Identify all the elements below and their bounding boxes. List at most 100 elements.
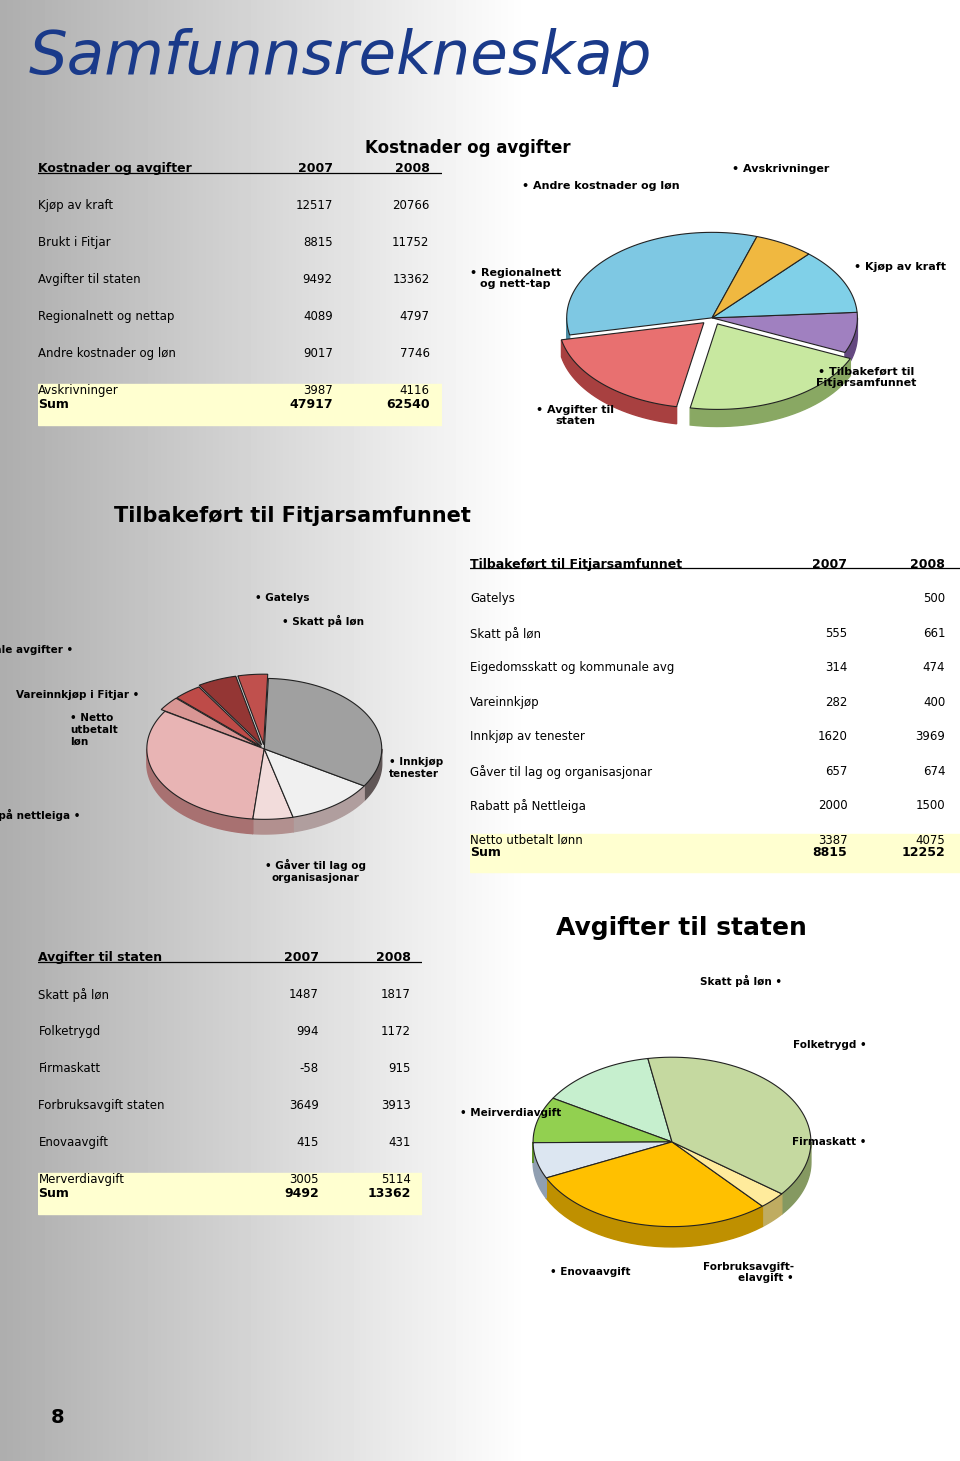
Text: 20766: 20766 bbox=[392, 199, 429, 212]
Text: • Andre kostnader og løn: • Andre kostnader og løn bbox=[522, 181, 680, 191]
Text: 3969: 3969 bbox=[916, 730, 946, 744]
Text: 12252: 12252 bbox=[901, 846, 946, 859]
Text: Kostnader og avgifter: Kostnader og avgifter bbox=[365, 139, 570, 158]
Text: 9492: 9492 bbox=[302, 273, 333, 286]
Text: 2008: 2008 bbox=[910, 558, 946, 571]
Text: 1487: 1487 bbox=[289, 988, 319, 1001]
Text: 474: 474 bbox=[923, 662, 946, 675]
Polygon shape bbox=[147, 749, 252, 834]
Text: Sum: Sum bbox=[38, 1186, 69, 1199]
Text: Brukt i Fitjar: Brukt i Fitjar bbox=[38, 237, 111, 248]
Text: Eigedomsskatt og  kommunale avgifter •: Eigedomsskatt og kommunale avgifter • bbox=[0, 646, 73, 656]
Text: 4116: 4116 bbox=[399, 384, 429, 397]
Text: 431: 431 bbox=[389, 1137, 411, 1148]
Text: Samfunnsrekneskap: Samfunnsrekneskap bbox=[29, 28, 652, 86]
Text: Avskrivninger: Avskrivninger bbox=[38, 384, 119, 397]
Text: Avgifter til staten: Avgifter til staten bbox=[38, 951, 162, 964]
Text: • Avskrivninger: • Avskrivninger bbox=[732, 164, 829, 174]
Text: Skatt på løn: Skatt på løn bbox=[470, 627, 541, 641]
Polygon shape bbox=[264, 749, 364, 817]
Text: 2008: 2008 bbox=[376, 951, 411, 964]
Text: • Meirverdiavgift: • Meirverdiavgift bbox=[460, 1107, 562, 1118]
Text: 915: 915 bbox=[389, 1062, 411, 1075]
Text: 415: 415 bbox=[297, 1137, 319, 1148]
Text: Folketrygd: Folketrygd bbox=[38, 1026, 101, 1037]
Text: Tilbakeført til Fitjarsamfunnet: Tilbakeført til Fitjarsamfunnet bbox=[470, 558, 683, 571]
Text: 3913: 3913 bbox=[381, 1099, 411, 1112]
Text: Sum: Sum bbox=[470, 846, 501, 859]
Polygon shape bbox=[781, 1143, 811, 1214]
Text: Forbruksavgift-
elavgift •: Forbruksavgift- elavgift • bbox=[703, 1261, 794, 1283]
Text: Kostnader og avgifter: Kostnader og avgifter bbox=[38, 162, 192, 175]
Bar bbox=[470, 834, 960, 872]
Bar bbox=[38, 384, 442, 425]
Text: 4089: 4089 bbox=[303, 310, 333, 323]
Text: 13362: 13362 bbox=[393, 273, 429, 286]
Text: 657: 657 bbox=[825, 766, 848, 777]
Polygon shape bbox=[566, 318, 569, 352]
Text: Rabatt på nettleiga •: Rabatt på nettleiga • bbox=[0, 809, 81, 821]
Polygon shape bbox=[199, 676, 261, 745]
Text: 661: 661 bbox=[923, 627, 946, 640]
Text: Rabatt på Nettleiga: Rabatt på Nettleiga bbox=[470, 799, 587, 814]
Text: 4075: 4075 bbox=[916, 834, 946, 847]
Text: 3649: 3649 bbox=[289, 1099, 319, 1112]
Text: 13362: 13362 bbox=[368, 1186, 411, 1199]
Text: Avgifter til staten: Avgifter til staten bbox=[556, 916, 807, 939]
Text: -58: -58 bbox=[300, 1062, 319, 1075]
Polygon shape bbox=[690, 358, 851, 427]
Text: 3387: 3387 bbox=[818, 834, 848, 847]
Polygon shape bbox=[712, 254, 857, 318]
Text: Enovaavgift: Enovaavgift bbox=[38, 1137, 108, 1148]
Text: 1172: 1172 bbox=[381, 1026, 411, 1037]
Text: • Innkjøp
tenester: • Innkjøp tenester bbox=[389, 757, 444, 779]
Text: Regionalnett og nettap: Regionalnett og nettap bbox=[38, 310, 175, 323]
Polygon shape bbox=[147, 712, 264, 820]
Polygon shape bbox=[293, 786, 364, 831]
Text: • Tilbakeført til
Fitjarsamfunnet: • Tilbakeført til Fitjarsamfunnet bbox=[816, 367, 916, 389]
Text: 9017: 9017 bbox=[302, 348, 333, 359]
Polygon shape bbox=[566, 232, 757, 335]
Text: 314: 314 bbox=[825, 662, 848, 675]
Text: Sum: Sum bbox=[38, 397, 69, 411]
Text: • Gatelys: • Gatelys bbox=[254, 593, 309, 602]
Text: 7746: 7746 bbox=[399, 348, 429, 359]
Text: 62540: 62540 bbox=[386, 397, 429, 411]
Text: 400: 400 bbox=[924, 695, 946, 709]
Text: 2007: 2007 bbox=[298, 162, 333, 175]
Polygon shape bbox=[546, 1143, 762, 1227]
Text: Merverdiavgift: Merverdiavgift bbox=[38, 1173, 125, 1186]
Text: Andre kostnader og løn: Andre kostnader og løn bbox=[38, 348, 177, 359]
Text: 4797: 4797 bbox=[399, 310, 429, 323]
Text: Skatt på løn: Skatt på løn bbox=[38, 988, 109, 1002]
Text: Tilbakeført til Fitjarsamfunnet: Tilbakeført til Fitjarsamfunnet bbox=[114, 507, 471, 526]
Text: • Regionalnett
og nett-tap: • Regionalnett og nett-tap bbox=[469, 267, 561, 289]
Polygon shape bbox=[712, 313, 857, 352]
Text: Netto utbetalt lønn: Netto utbetalt lønn bbox=[470, 834, 583, 847]
Polygon shape bbox=[845, 318, 857, 370]
Polygon shape bbox=[690, 324, 851, 409]
Text: Kjøp av kraft: Kjøp av kraft bbox=[38, 199, 113, 212]
Text: Avgifter til staten: Avgifter til staten bbox=[38, 273, 141, 286]
Text: 1500: 1500 bbox=[916, 799, 946, 812]
Text: 11752: 11752 bbox=[392, 237, 429, 248]
Text: 12517: 12517 bbox=[296, 199, 333, 212]
Text: • Kjøp av kraft: • Kjøp av kraft bbox=[854, 262, 947, 272]
Text: Skatt på løn •: Skatt på løn • bbox=[700, 974, 782, 988]
Text: Forbruksavgift staten: Forbruksavgift staten bbox=[38, 1099, 165, 1112]
Text: 5114: 5114 bbox=[381, 1173, 411, 1186]
Text: 2008: 2008 bbox=[395, 162, 429, 175]
Text: 674: 674 bbox=[923, 766, 946, 777]
Polygon shape bbox=[546, 1178, 762, 1246]
Text: 8815: 8815 bbox=[813, 846, 848, 859]
Text: 1620: 1620 bbox=[818, 730, 848, 744]
Text: 3987: 3987 bbox=[303, 384, 333, 397]
Text: Gåver til lag og organisasjonar: Gåver til lag og organisasjonar bbox=[470, 766, 653, 779]
Text: Innkjøp av tenester: Innkjøp av tenester bbox=[470, 730, 586, 744]
Bar bbox=[528, 0, 960, 1461]
Text: Eigedomsskatt og kommunale avg: Eigedomsskatt og kommunale avg bbox=[470, 662, 675, 675]
Polygon shape bbox=[562, 340, 677, 424]
Polygon shape bbox=[648, 1058, 811, 1194]
Text: Firmaskatt: Firmaskatt bbox=[38, 1062, 101, 1075]
Polygon shape bbox=[161, 698, 260, 747]
